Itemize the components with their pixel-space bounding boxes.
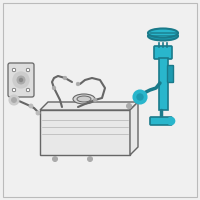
Ellipse shape: [148, 28, 178, 38]
Circle shape: [63, 76, 67, 80]
FancyBboxPatch shape: [154, 46, 172, 59]
Circle shape: [12, 98, 16, 102]
FancyBboxPatch shape: [3, 3, 197, 197]
Ellipse shape: [73, 94, 95, 104]
Circle shape: [88, 156, 92, 162]
Circle shape: [20, 78, 22, 82]
Circle shape: [168, 117, 174, 124]
Circle shape: [9, 95, 19, 105]
Circle shape: [134, 90, 146, 104]
Ellipse shape: [148, 31, 178, 40]
Circle shape: [36, 111, 40, 115]
Circle shape: [93, 98, 97, 102]
Ellipse shape: [77, 96, 91, 102]
Circle shape: [26, 88, 30, 92]
Circle shape: [76, 82, 80, 86]
Circle shape: [52, 156, 58, 162]
Polygon shape: [40, 102, 138, 110]
Polygon shape: [130, 102, 138, 155]
Circle shape: [13, 72, 29, 88]
Circle shape: [12, 88, 16, 92]
Circle shape: [29, 104, 33, 108]
FancyBboxPatch shape: [168, 66, 174, 82]
Circle shape: [127, 104, 132, 108]
Circle shape: [26, 68, 30, 72]
Circle shape: [12, 68, 16, 72]
Circle shape: [52, 86, 56, 90]
FancyBboxPatch shape: [8, 63, 34, 97]
Circle shape: [17, 76, 25, 84]
Circle shape: [137, 94, 143, 100]
FancyBboxPatch shape: [150, 117, 172, 125]
Polygon shape: [40, 110, 130, 155]
FancyBboxPatch shape: [159, 58, 168, 110]
